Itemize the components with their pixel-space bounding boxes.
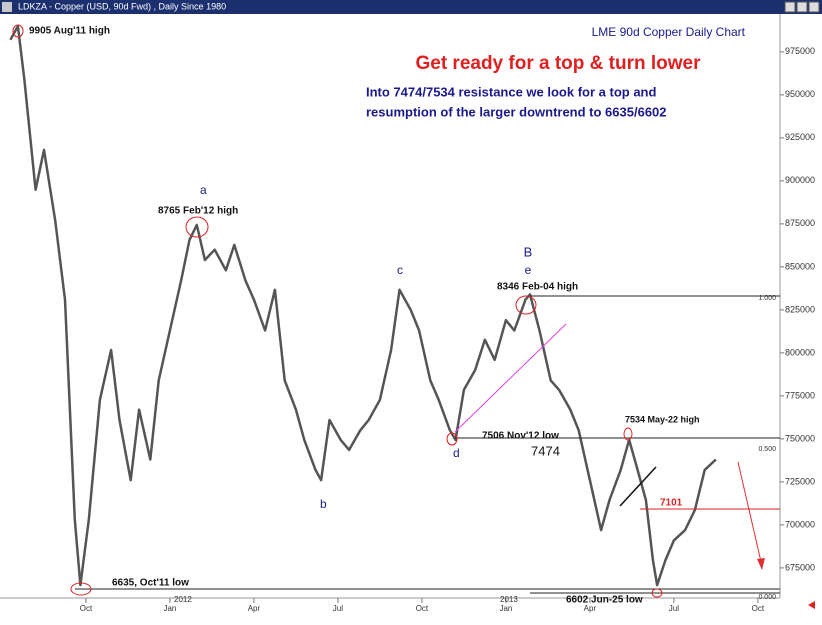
y-tick-label: 775000: [785, 390, 815, 400]
y-tick-label: 750000: [785, 433, 815, 443]
window-controls[interactable]: [784, 1, 820, 13]
annotation: 7474: [531, 443, 560, 458]
maximize-button[interactable]: [796, 1, 808, 13]
x-tick-label: Apr: [248, 604, 261, 613]
trend-line: [454, 323, 567, 433]
y-tick-label: 725000: [785, 476, 815, 486]
wave-label: a: [200, 183, 207, 197]
arrow: [737, 461, 763, 567]
marker-circle: [623, 427, 633, 441]
commentary: Into 7474/7534 resistance we look for a …: [366, 84, 656, 99]
annotation: 7506 Nov'12 low: [482, 431, 559, 442]
fib-label: 1.000: [758, 295, 776, 302]
wave-label: b: [320, 497, 327, 511]
annotation: 8765 Feb'12 high: [158, 206, 238, 217]
wave-label: c: [397, 263, 403, 277]
x-tick-label: Apr: [584, 604, 597, 613]
wave-label: e: [525, 263, 532, 277]
minimize-button[interactable]: [784, 1, 796, 13]
plot-area: 675000 700000 725000 750000 775000 800000 8250…: [9, 24, 815, 613]
annotation: 7101: [660, 498, 683, 509]
x-tick-label: Jan: [499, 604, 512, 613]
x-tick-label: Jul: [669, 604, 679, 613]
y-tick-label: 825000: [785, 304, 815, 314]
y-tick-label: 850000: [785, 261, 815, 271]
title-bar: [0, 0, 822, 14]
close-button[interactable]: [808, 1, 820, 13]
marker-circle: [12, 24, 24, 38]
y-tick-label: 950000: [785, 89, 815, 99]
y-tick-label: 900000: [785, 175, 815, 185]
wave-label: d: [453, 446, 460, 460]
scroll-button[interactable]: [808, 601, 815, 609]
trend-line: [619, 466, 657, 507]
x-tick-label: Jan: [163, 604, 176, 613]
annotation: 6602 Jun-25 low: [566, 595, 643, 606]
window-icon: [2, 2, 12, 12]
headline: Get ready for a top & turn lower: [415, 53, 701, 74]
x-tick-label: Oct: [752, 604, 765, 613]
window-title: LDKZA - Copper (USD, 90d Fwd) , Daily Si…: [18, 1, 226, 11]
annotation: 8346 Feb-04 high: [497, 282, 578, 293]
price-line: [9, 24, 717, 587]
x-tick-label: Jul: [333, 604, 343, 613]
y-tick-label: 925000: [785, 132, 815, 142]
annotation: 7534 May-22 high: [625, 414, 700, 424]
y-tick-label: 800000: [785, 347, 815, 357]
y-tick-label: 875000: [785, 218, 815, 228]
year-label: 2013: [500, 595, 518, 604]
y-tick-label: 700000: [785, 519, 815, 529]
marker-circle: [70, 582, 92, 596]
commentary: resumption of the larger downtrend to 66…: [366, 104, 667, 119]
marker-circle: [651, 588, 663, 598]
marker-circle: [446, 432, 458, 446]
year-label: 2012: [174, 595, 192, 604]
annotation: 9905 Aug'11 high: [29, 26, 110, 37]
x-tick-label: Oct: [416, 604, 429, 613]
annotation: 6635, Oct'11 low: [112, 578, 189, 589]
fib-label: 0.500: [758, 446, 776, 453]
chart-title: LME 90d Copper Daily Chart: [592, 25, 746, 39]
y-tick-label: 675000: [785, 562, 815, 572]
y-tick-label: 975000: [785, 46, 815, 56]
fib-label: 0.000: [758, 594, 776, 601]
arrow-head: [757, 558, 765, 570]
marker-circle: [185, 216, 209, 238]
marker-circle: [515, 295, 537, 315]
x-tick-label: Oct: [80, 604, 93, 613]
wave-label: B: [524, 244, 533, 259]
